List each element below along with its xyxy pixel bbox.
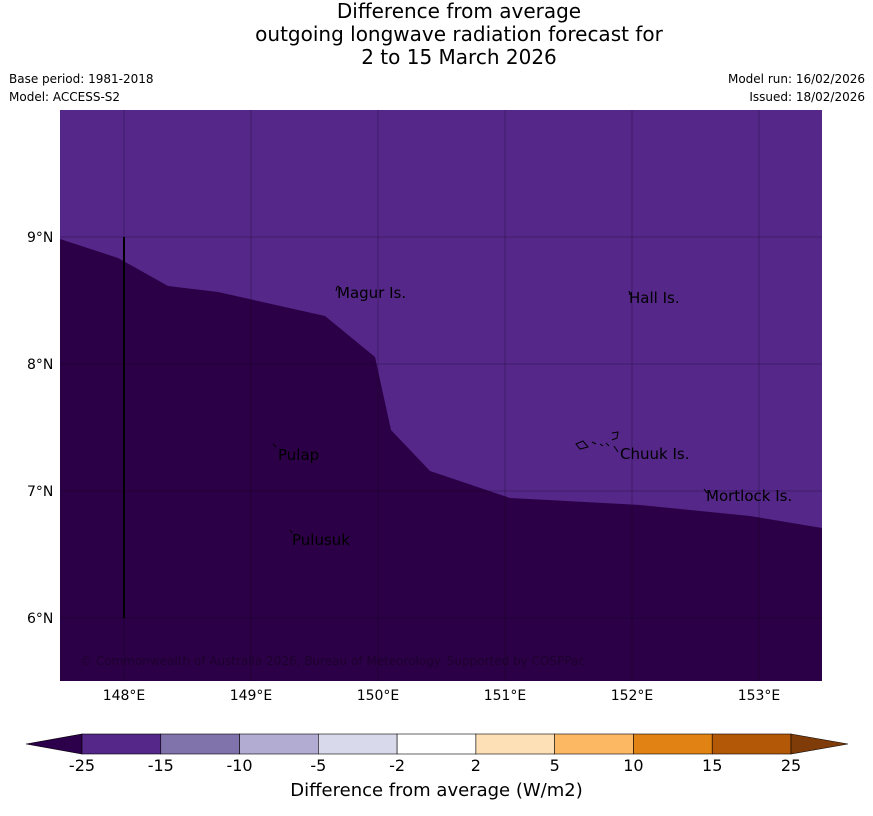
colorbar-segment bbox=[81, 733, 162, 755]
colorbar-tick-label: -10 bbox=[226, 756, 253, 775]
colorbar-tick-label: -25 bbox=[68, 756, 96, 775]
colorbar-segment bbox=[396, 733, 477, 755]
lon-label-152e: 152°E bbox=[611, 688, 654, 704]
colorbar-tick-label: 15 bbox=[702, 756, 723, 775]
attribution-text: © Commonwealth of Australia 2026, Bureau… bbox=[80, 654, 585, 668]
lat-label-9n: 9°N bbox=[27, 230, 53, 246]
place-label-pulusuk: Pulusuk bbox=[292, 531, 350, 549]
colorbar-under-arrow bbox=[25, 733, 83, 755]
colorbar bbox=[25, 733, 849, 755]
colorbar-tick-label: -15 bbox=[147, 756, 174, 775]
meta-right: Model run: 16/02/2026 Issued: 18/02/2026 bbox=[728, 70, 865, 106]
lon-label-149e: 149°E bbox=[230, 688, 273, 704]
colorbar-tick-label: -2 bbox=[389, 756, 406, 775]
map-region-dark bbox=[60, 239, 822, 681]
lon-label-150e: 150°E bbox=[357, 688, 400, 704]
island-chuuk bbox=[575, 431, 619, 453]
lon-label-153e: 153°E bbox=[738, 688, 781, 704]
island-hall bbox=[628, 290, 631, 296]
island-pulap bbox=[272, 443, 277, 448]
colorbar-segment bbox=[475, 733, 555, 755]
colorbar-tick-label: -5 bbox=[310, 756, 327, 775]
colorbar-over-arrow bbox=[790, 733, 849, 755]
meta-left: Base period: 1981-2018 Model: ACCESS-S2 bbox=[9, 70, 154, 106]
title-line-1: Difference from average bbox=[336, 0, 582, 23]
island-magur bbox=[335, 285, 340, 292]
island-markers bbox=[272, 285, 708, 534]
colorbar-segment bbox=[711, 733, 792, 755]
colorbar-segment bbox=[318, 733, 398, 755]
island-pulusuk bbox=[289, 529, 293, 534]
colorbar-segment bbox=[160, 733, 240, 755]
place-label-mortlock: Mortlock Is. bbox=[706, 487, 792, 505]
place-label-magur: Magur Is. bbox=[337, 284, 406, 302]
title-line-3: 2 to 15 March 2026 bbox=[361, 45, 557, 69]
place-label-chuuk: Chuuk Is. bbox=[620, 445, 689, 463]
model-name: Model: ACCESS-S2 bbox=[9, 90, 121, 104]
issued-date: Issued: 18/02/2026 bbox=[749, 90, 865, 104]
colorbar-segment bbox=[633, 733, 713, 755]
place-label-hall: Hall Is. bbox=[629, 289, 680, 307]
lon-label-148e: 148°E bbox=[103, 688, 146, 704]
map-title: Difference from average outgoing longwav… bbox=[0, 0, 873, 69]
lon-label-151e: 151°E bbox=[484, 688, 527, 704]
lat-label-6n: 6°N bbox=[27, 611, 53, 627]
base-period: Base period: 1981-2018 bbox=[9, 72, 154, 86]
colorbar-segment bbox=[239, 733, 319, 755]
model-run: Model run: 16/02/2026 bbox=[727, 72, 865, 86]
lat-label-8n: 8°N bbox=[27, 357, 53, 373]
island-mortlock bbox=[703, 488, 708, 494]
colorbar-tick-label: 25 bbox=[780, 756, 802, 775]
place-label-pulap: Pulap bbox=[278, 446, 319, 464]
colorbar-tick-label: 2 bbox=[470, 756, 481, 775]
colorbar-tick-label: 5 bbox=[549, 756, 560, 775]
colorbar-title: Difference from average (W/m2) bbox=[290, 780, 583, 801]
title-line-2: outgoing longwave radiation forecast for bbox=[255, 22, 663, 46]
colorbar-segment bbox=[554, 733, 634, 755]
lat-label-7n: 7°N bbox=[27, 484, 53, 500]
colorbar-tick-label: 10 bbox=[623, 756, 644, 775]
